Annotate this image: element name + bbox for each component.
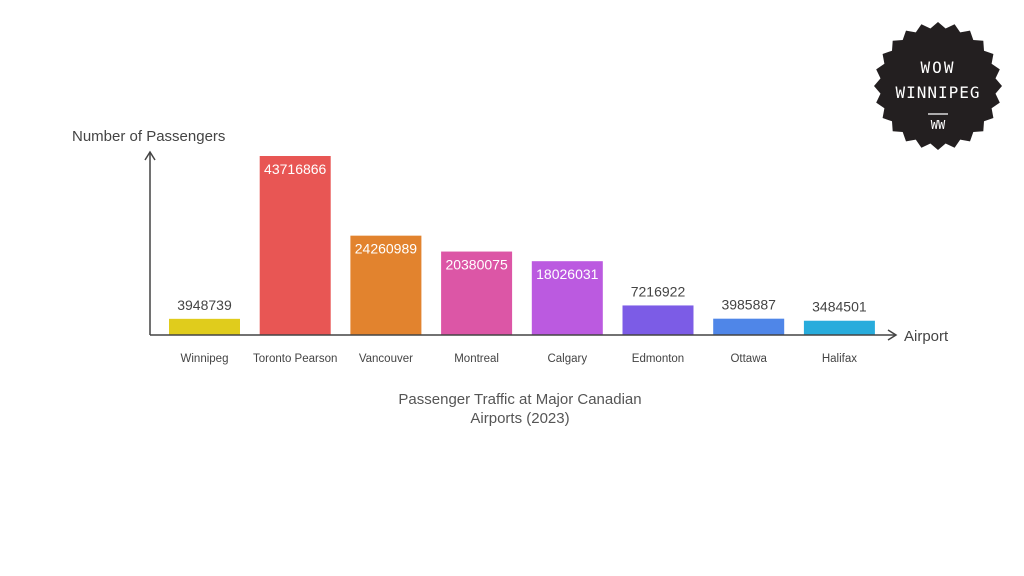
y-axis-arrow bbox=[144, 150, 156, 161]
category-labels-group: Winnipeg Toronto Pearson Vancouver Montreal… bbox=[181, 353, 858, 365]
value-labels-group: 3948739 43716866 24260989 20380075 18026031 7… bbox=[177, 161, 867, 315]
category-label-toronto-pearson: Toronto Pearson bbox=[253, 353, 337, 365]
category-label-vancouver: Vancouver bbox=[359, 353, 413, 365]
bar-calgary bbox=[531, 261, 603, 335]
bar-ottawa bbox=[713, 318, 785, 335]
category-label-calgary: Calgary bbox=[547, 353, 587, 365]
bar-edmonton bbox=[622, 305, 694, 335]
value-label-vancouver: 24260989 bbox=[355, 241, 418, 257]
x-axis-arrow bbox=[887, 329, 898, 341]
bar-halifax bbox=[803, 320, 875, 335]
chart-title-line-1: Passenger Traffic at Major Canadian bbox=[398, 391, 641, 408]
chart-title-line-2: Airports (2023) bbox=[470, 410, 569, 427]
bars-group bbox=[169, 156, 875, 335]
bar-vancouver bbox=[350, 235, 422, 335]
value-label-calgary: 18026031 bbox=[536, 266, 599, 282]
category-label-ottawa: Ottawa bbox=[730, 353, 767, 365]
bar-montreal bbox=[441, 251, 513, 335]
value-label-ottawa: 3985887 bbox=[721, 297, 776, 313]
bar-winnipeg bbox=[169, 318, 240, 335]
value-label-winnipeg: 3948739 bbox=[177, 297, 232, 313]
category-label-winnipeg: Winnipeg bbox=[181, 353, 229, 365]
value-label-halifax: 3484501 bbox=[812, 299, 867, 315]
category-label-edmonton: Edmonton bbox=[632, 353, 684, 365]
value-label-edmonton: 7216922 bbox=[631, 283, 686, 299]
x-axis-label: Airport bbox=[904, 328, 949, 345]
category-label-halifax: Halifax bbox=[822, 353, 857, 365]
value-label-montreal: 20380075 bbox=[445, 257, 508, 273]
category-label-montreal: Montreal bbox=[454, 353, 499, 365]
bar-toronto-pearson bbox=[259, 156, 331, 335]
value-label-toronto-pearson: 43716866 bbox=[264, 161, 327, 177]
y-axis-label: Number of Passengers bbox=[72, 128, 225, 145]
